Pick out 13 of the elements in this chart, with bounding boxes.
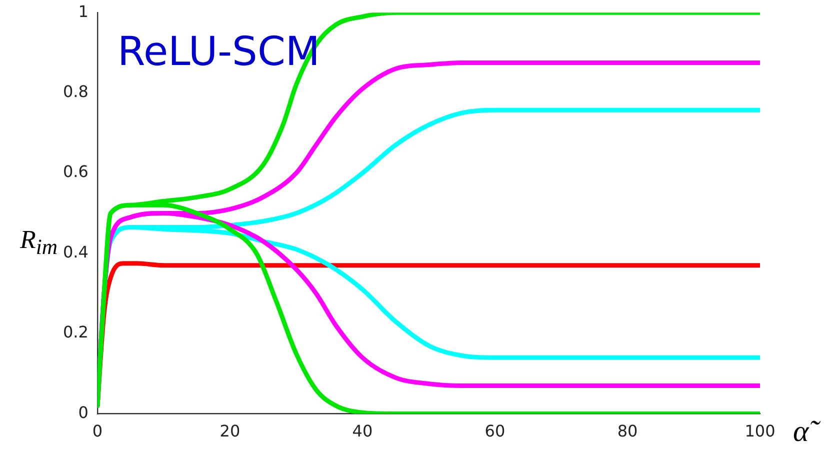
y-tick-label: 1 [78, 2, 88, 21]
y-tick-label: 0.6 [62, 162, 88, 182]
y-tick-label: 0.4 [62, 242, 88, 262]
x-tick-label: 60 [484, 422, 506, 441]
y-tick-label: 0.2 [62, 322, 88, 342]
x-tick-label: 100 [744, 422, 776, 441]
x-tick-label: 80 [617, 422, 638, 441]
y-tick-label: 0.8 [62, 82, 88, 101]
x-tick-label: 0 [92, 422, 103, 441]
x-tick-label: 40 [352, 422, 373, 441]
y-tick-label: 0 [78, 402, 88, 422]
y-axis-title: R$_{im}$ [20, 225, 58, 260]
x-tick-label: 20 [220, 422, 240, 441]
